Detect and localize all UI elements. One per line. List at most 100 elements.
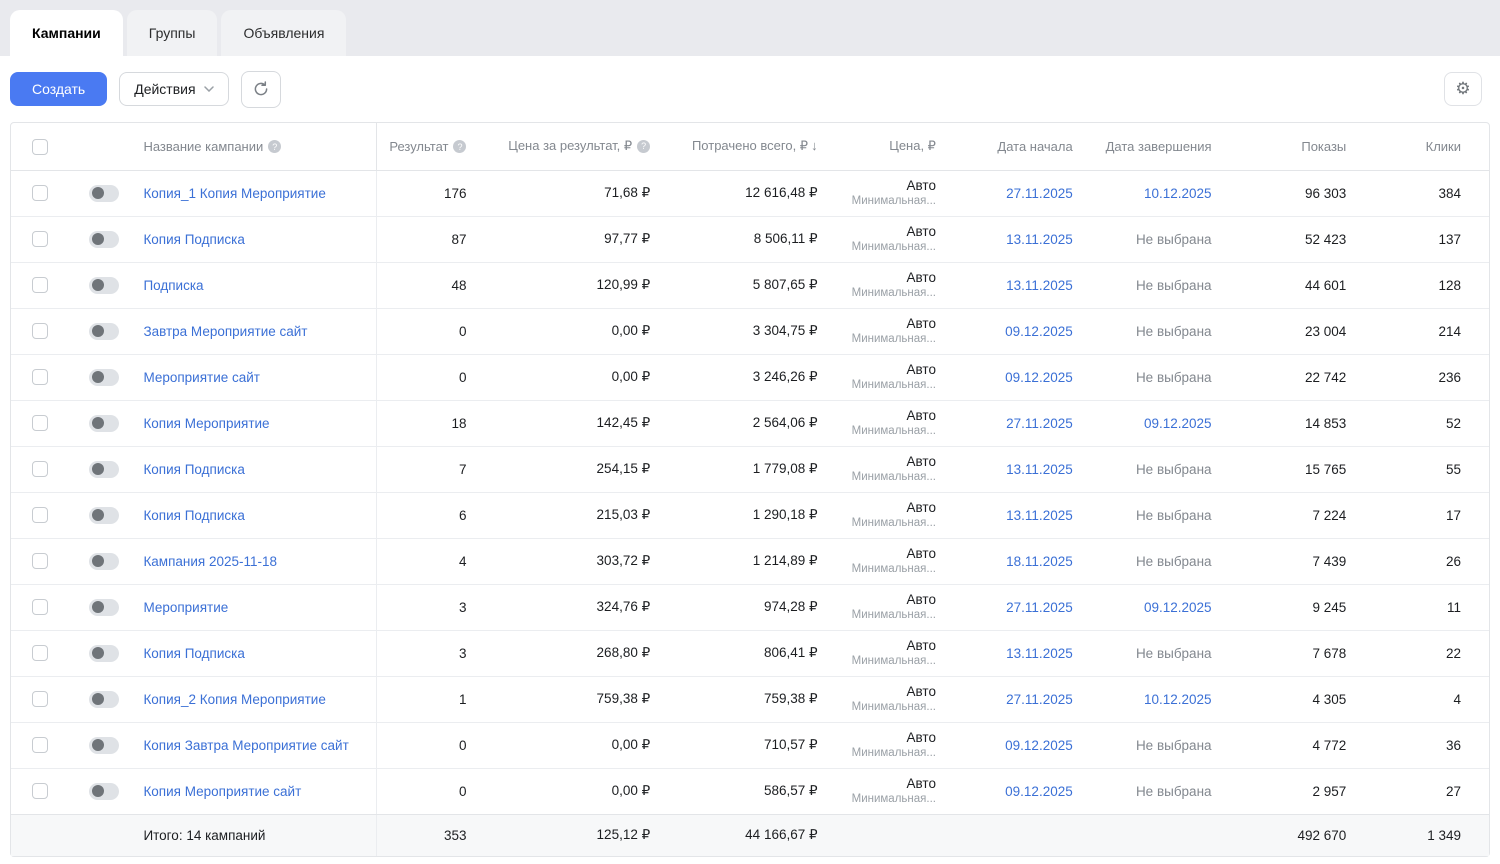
spent-total-cell: 586,57 ₽	[662, 768, 830, 815]
row-checkbox[interactable]	[31, 553, 48, 570]
header-impressions[interactable]: Показы	[1223, 123, 1359, 171]
campaign-name-link[interactable]: Копия Завтра Мероприятие сайт	[143, 737, 349, 753]
row-checkbox[interactable]	[31, 277, 48, 294]
campaign-name-link[interactable]: Копия Подписка	[143, 461, 245, 477]
help-icon[interactable]: ?	[268, 140, 282, 154]
spent-total-cell: 1 214,89 ₽	[662, 538, 830, 585]
campaign-status-toggle[interactable]	[89, 460, 120, 478]
header-campaign-name[interactable]: Название кампании?	[131, 123, 377, 171]
price-strategy: Минимальная...	[851, 701, 936, 714]
campaign-status-toggle[interactable]	[89, 414, 120, 432]
campaign-status-toggle[interactable]	[89, 598, 120, 616]
cost-per-result-cell: 324,76 ₽	[478, 584, 663, 631]
cost-per-result-cell: 0,00 ₽	[478, 354, 663, 401]
impressions-cell: 9 245	[1223, 584, 1359, 631]
price-mode: Авто	[906, 592, 936, 608]
row-checkbox[interactable]	[31, 691, 48, 708]
campaign-status-toggle[interactable]	[89, 644, 120, 662]
clicks-cell: 55	[1358, 446, 1489, 493]
header-result[interactable]: Результат?	[376, 123, 479, 171]
campaign-name-link[interactable]: Мероприятие сайт	[143, 369, 260, 385]
start-date-link[interactable]: 13.11.2025	[1006, 231, 1073, 247]
row-checkbox[interactable]	[31, 461, 48, 478]
campaign-name-link[interactable]: Копия_2 Копия Мероприятие	[143, 691, 326, 707]
result-cell: 87	[376, 216, 479, 263]
row-checkbox[interactable]	[31, 323, 48, 340]
start-date-link[interactable]: 13.11.2025	[1006, 461, 1073, 477]
actions-dropdown-button[interactable]: Действия	[119, 72, 229, 106]
campaign-name-link[interactable]: Кампания 2025-11-18	[143, 553, 278, 569]
toggle-knob	[92, 601, 105, 614]
header-price[interactable]: Цена, ₽	[829, 123, 948, 171]
price-mode: Авто	[906, 316, 936, 332]
end-date-link[interactable]: 09.12.2025	[1143, 415, 1212, 431]
start-date-link[interactable]: 27.11.2025	[1006, 415, 1073, 431]
tab-groups[interactable]: Группы	[126, 10, 218, 56]
start-date-link[interactable]: 09.12.2025	[1005, 323, 1073, 339]
settings-button[interactable]: ⚙	[1444, 72, 1482, 106]
row-checkbox[interactable]	[31, 507, 48, 524]
campaign-name-link[interactable]: Копия Подписка	[143, 231, 245, 247]
campaign-status-toggle[interactable]	[89, 184, 120, 202]
row-checkbox[interactable]	[31, 599, 48, 616]
campaign-status-toggle[interactable]	[89, 552, 120, 570]
end-date-link[interactable]: 09.12.2025	[1143, 599, 1212, 615]
start-date-link[interactable]: 27.11.2025	[1006, 691, 1073, 707]
tab-campaigns[interactable]: Кампании	[10, 10, 123, 56]
campaign-name-link[interactable]: Копия Подписка	[143, 507, 245, 523]
campaign-status-toggle[interactable]	[89, 368, 120, 386]
result-cell: 3	[376, 630, 479, 677]
row-checkbox[interactable]	[31, 369, 48, 386]
start-date-link[interactable]: 09.12.2025	[1005, 783, 1073, 799]
impressions-cell: 96 303	[1223, 170, 1359, 217]
toggle-knob	[92, 279, 105, 292]
header-cost-per-result[interactable]: Цена за результат, ₽?	[478, 123, 663, 171]
refresh-button[interactable]	[240, 70, 281, 108]
header-clicks[interactable]: Клики	[1358, 123, 1489, 171]
price-mode: Авто	[906, 500, 936, 516]
price-cell: Авто Минимальная...	[829, 584, 948, 631]
row-checkbox[interactable]	[31, 231, 48, 248]
chevron-down-icon	[203, 86, 214, 92]
start-date-link[interactable]: 09.12.2025	[1005, 737, 1073, 753]
campaign-status-toggle[interactable]	[89, 782, 120, 800]
campaign-name-link[interactable]: Копия Мероприятие	[143, 415, 270, 431]
campaign-status-toggle[interactable]	[89, 230, 120, 248]
header-date-start[interactable]: Дата начала	[947, 123, 1085, 171]
campaign-status-toggle[interactable]	[89, 276, 120, 294]
start-date-link[interactable]: 13.11.2025	[1006, 277, 1073, 293]
tab-ads[interactable]: Объявления	[221, 10, 347, 56]
impressions-cell: 7 678	[1223, 630, 1359, 677]
help-icon[interactable]: ?	[637, 139, 651, 153]
result-cell: 4	[376, 538, 479, 585]
campaign-name-link[interactable]: Подписка	[143, 277, 204, 293]
campaign-name-link[interactable]: Копия Подписка	[143, 645, 245, 661]
header-spent-total[interactable]: Потрачено всего, ₽ ↓	[662, 123, 830, 171]
select-all-checkbox[interactable]	[31, 138, 48, 155]
sort-desc-icon[interactable]: ↓	[811, 138, 818, 154]
header-date-end[interactable]: Дата завершения	[1084, 123, 1224, 171]
campaign-name-link[interactable]: Мероприятие	[143, 599, 229, 615]
campaign-status-toggle[interactable]	[89, 506, 120, 524]
help-icon[interactable]: ?	[453, 140, 467, 154]
start-date-link[interactable]: 27.11.2025	[1006, 185, 1073, 201]
start-date-link[interactable]: 13.11.2025	[1006, 507, 1073, 523]
campaign-status-toggle[interactable]	[89, 690, 120, 708]
campaign-status-toggle[interactable]	[89, 322, 120, 340]
row-checkbox[interactable]	[31, 185, 48, 202]
create-button[interactable]: Создать	[10, 72, 108, 106]
campaign-name-link[interactable]: Копия_1 Копия Мероприятие	[143, 185, 326, 201]
campaign-name-link[interactable]: Завтра Мероприятие сайт	[143, 323, 308, 339]
row-checkbox[interactable]	[31, 415, 48, 432]
start-date-link[interactable]: 18.11.2025	[1006, 553, 1073, 569]
start-date-link[interactable]: 13.11.2025	[1006, 645, 1073, 661]
start-date-link[interactable]: 27.11.2025	[1006, 599, 1073, 615]
campaign-name-link[interactable]: Копия Мероприятие сайт	[143, 783, 302, 799]
end-date-link[interactable]: 10.12.2025	[1143, 691, 1212, 707]
row-checkbox[interactable]	[31, 737, 48, 754]
end-date-link[interactable]: 10.12.2025	[1143, 185, 1212, 201]
campaign-status-toggle[interactable]	[89, 736, 120, 754]
row-checkbox[interactable]	[31, 783, 48, 800]
row-checkbox[interactable]	[31, 645, 48, 662]
start-date-link[interactable]: 09.12.2025	[1005, 369, 1073, 385]
